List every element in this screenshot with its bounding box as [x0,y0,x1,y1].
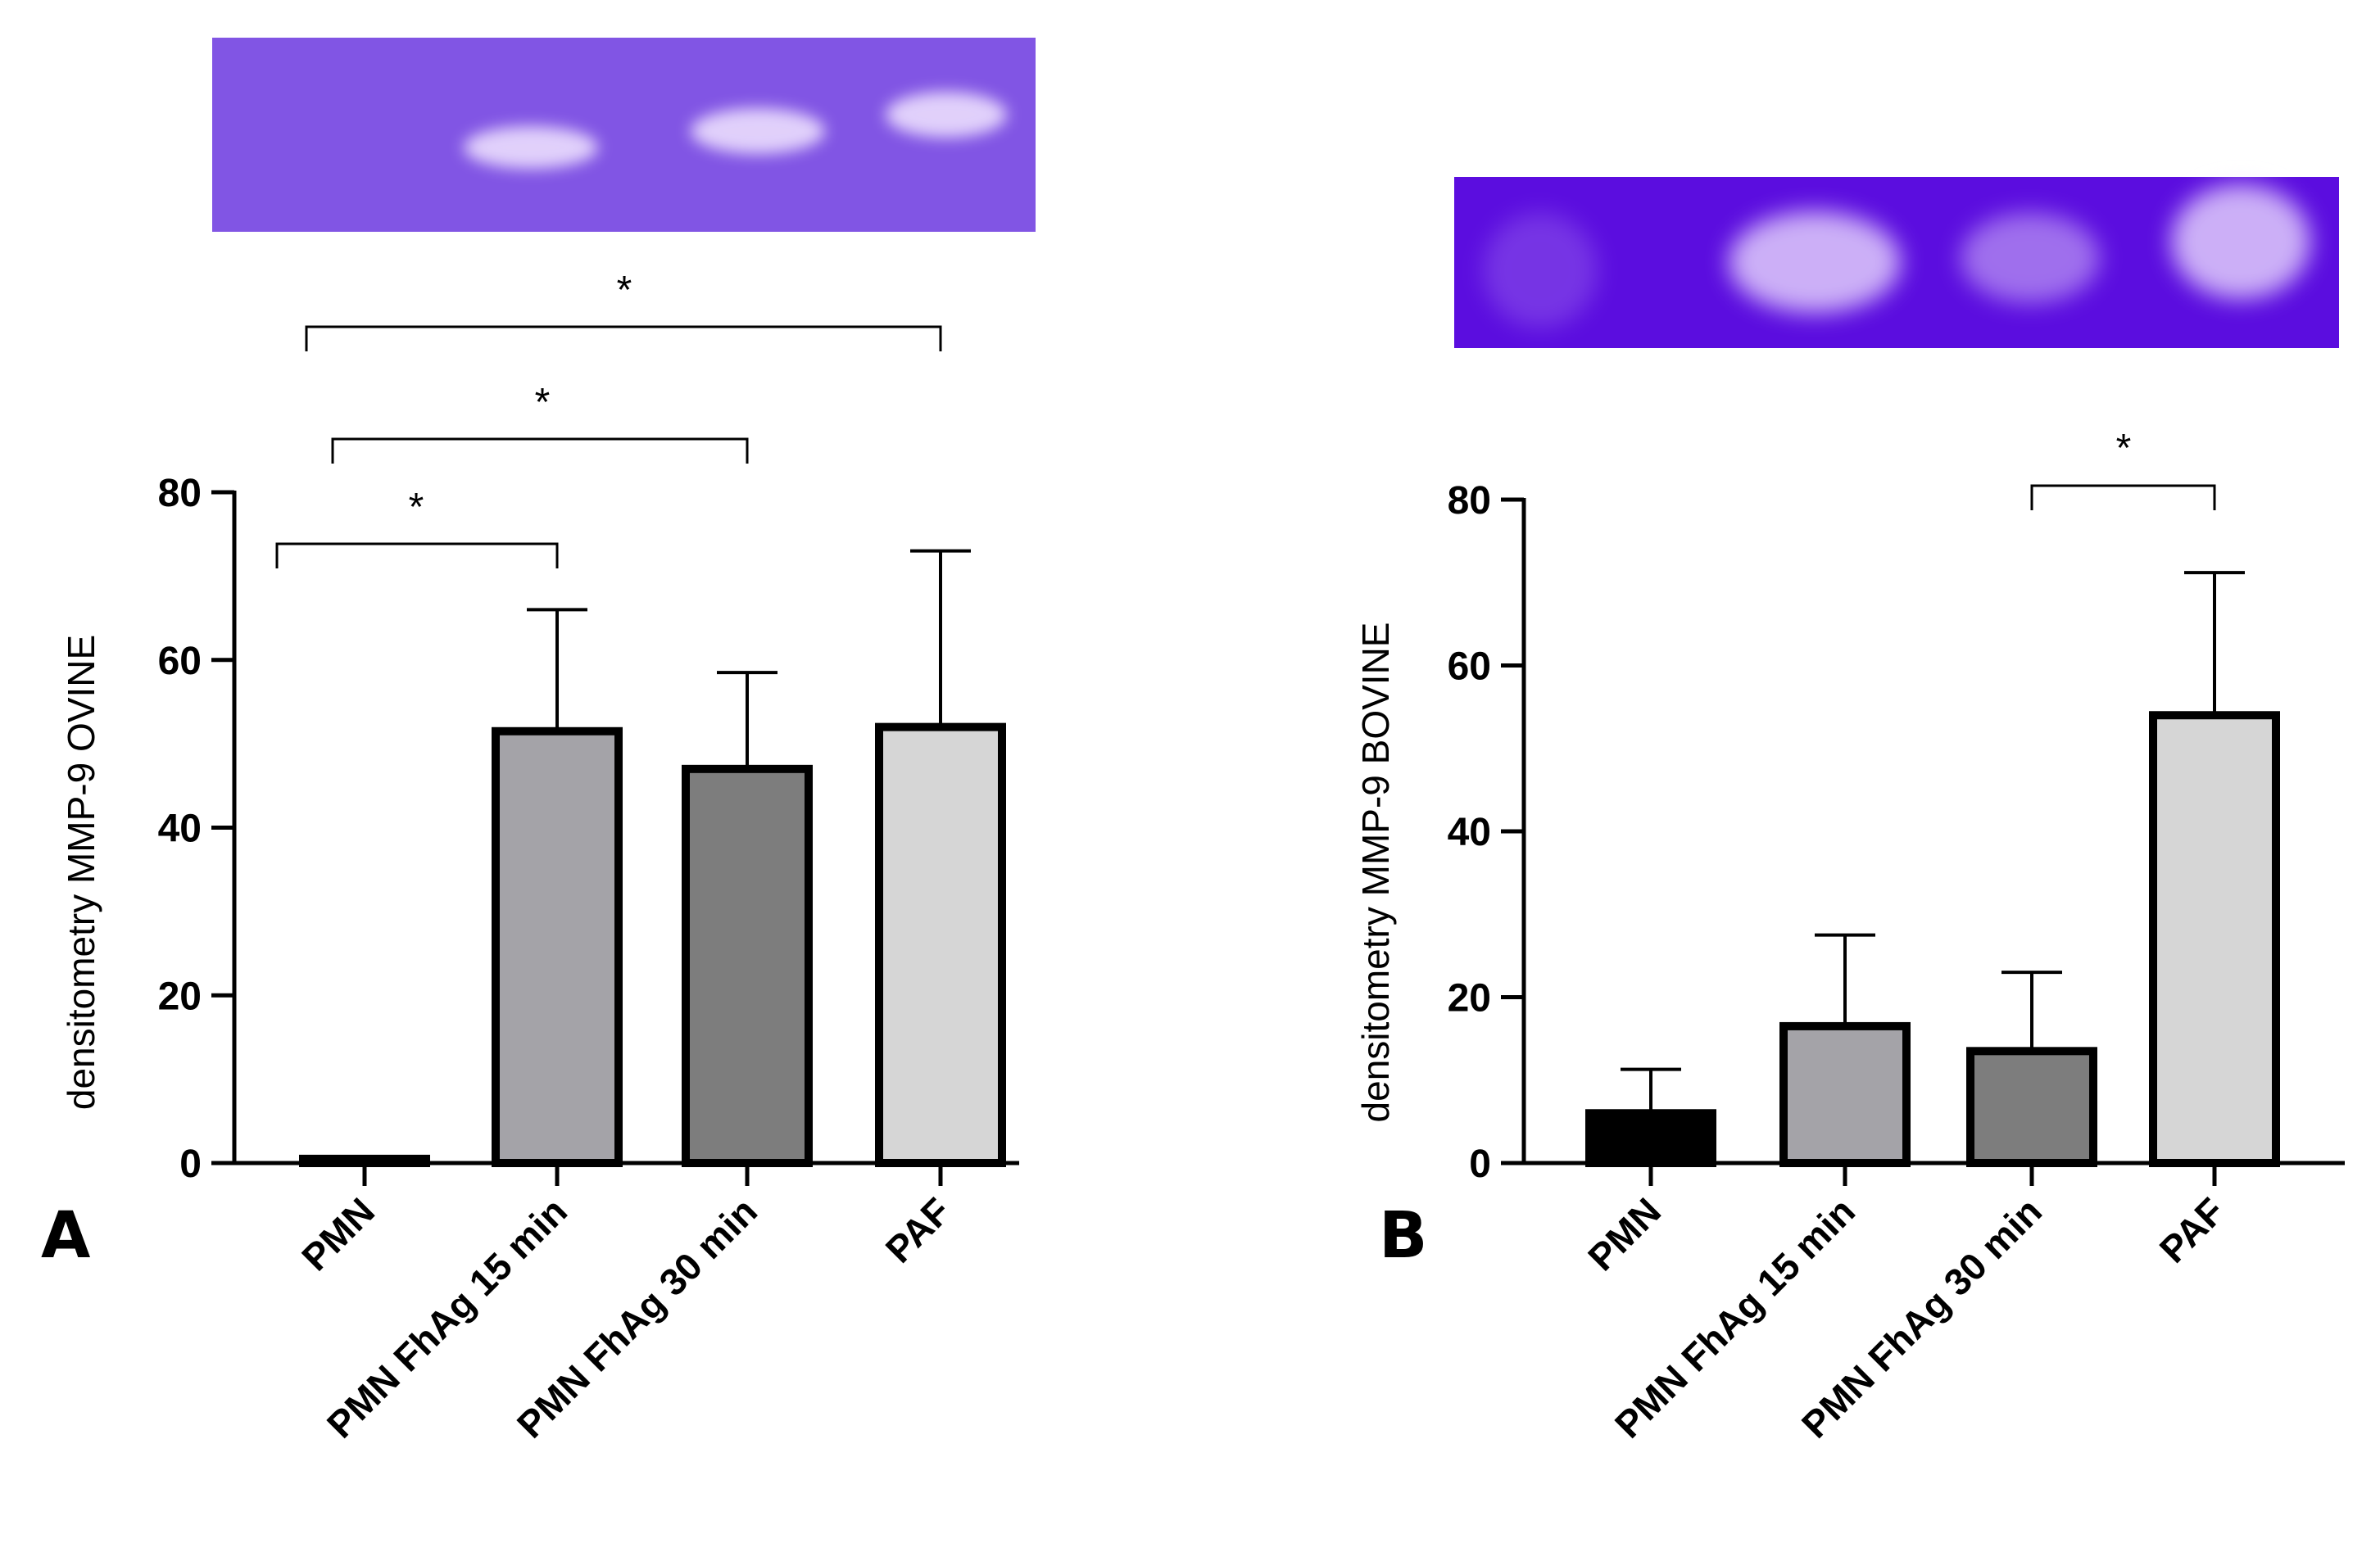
significance-brackets-bovine: * [2030,427,2216,510]
panel-letter-a: A [41,1199,90,1273]
significance-brackets-ovine: * * * [275,269,942,568]
significance-star: * [409,486,424,529]
x-tick-label: PAF [877,1189,959,1270]
y-tick-label: 60 [1448,645,1491,689]
panel-b: * densitometry MMP-9 BOVINE 0 20 40 60 80 PMN… [1354,177,2345,1446]
y-tick-label: 40 [1448,811,1491,854]
gel-band [2171,184,2310,299]
significance-bracket [275,542,559,568]
bar [1966,1047,2097,1167]
y-tick-label: 20 [158,975,202,1018]
y-tick-label: 80 [158,472,202,515]
gel-background [212,38,1036,232]
significance-star: * [617,269,632,312]
x-tick-label: PMN [1580,1189,1669,1279]
y-tick-label: 40 [158,808,202,851]
x-tick-label: PAF [2151,1189,2233,1270]
y-axis-label-bovine: densitometry MMP-9 BOVINE [1354,622,1397,1123]
significance-bracket [2030,484,2216,510]
gel-band [1961,213,2100,303]
x-tick-label: PMN [293,1189,383,1279]
y-tick-label: 0 [179,1143,202,1186]
bar [682,764,813,1168]
gel-band [886,92,1007,138]
bar [875,722,1006,1167]
gel-image-ovine [212,38,1036,232]
y-tick-label: 0 [1469,1143,1491,1186]
significance-bracket [305,325,942,351]
y-axis-label-ovine: densitometry MMP-9 OVINE [60,635,102,1110]
significance-bracket [331,437,749,464]
significance-star: * [2116,427,2132,470]
gel-image-bovine [1454,177,2339,348]
bar [1585,1109,1716,1167]
bar [1779,1021,1911,1167]
y-tick-label: 60 [158,640,202,683]
panel-a: * * * densitometry MMP-9 OVINE 0 20 40 60 80 PM… [41,38,1036,1446]
significance-star: * [535,381,551,424]
gel-band [464,126,598,169]
bar [492,726,623,1167]
y-tick-label: 20 [1448,977,1491,1021]
gel-band [691,108,825,154]
gel-band [1729,211,1901,313]
panel-letter-b: B [1379,1199,1427,1273]
y-tick-label: 80 [1448,479,1491,523]
bar [2149,711,2280,1167]
gel-band [1483,213,1598,328]
